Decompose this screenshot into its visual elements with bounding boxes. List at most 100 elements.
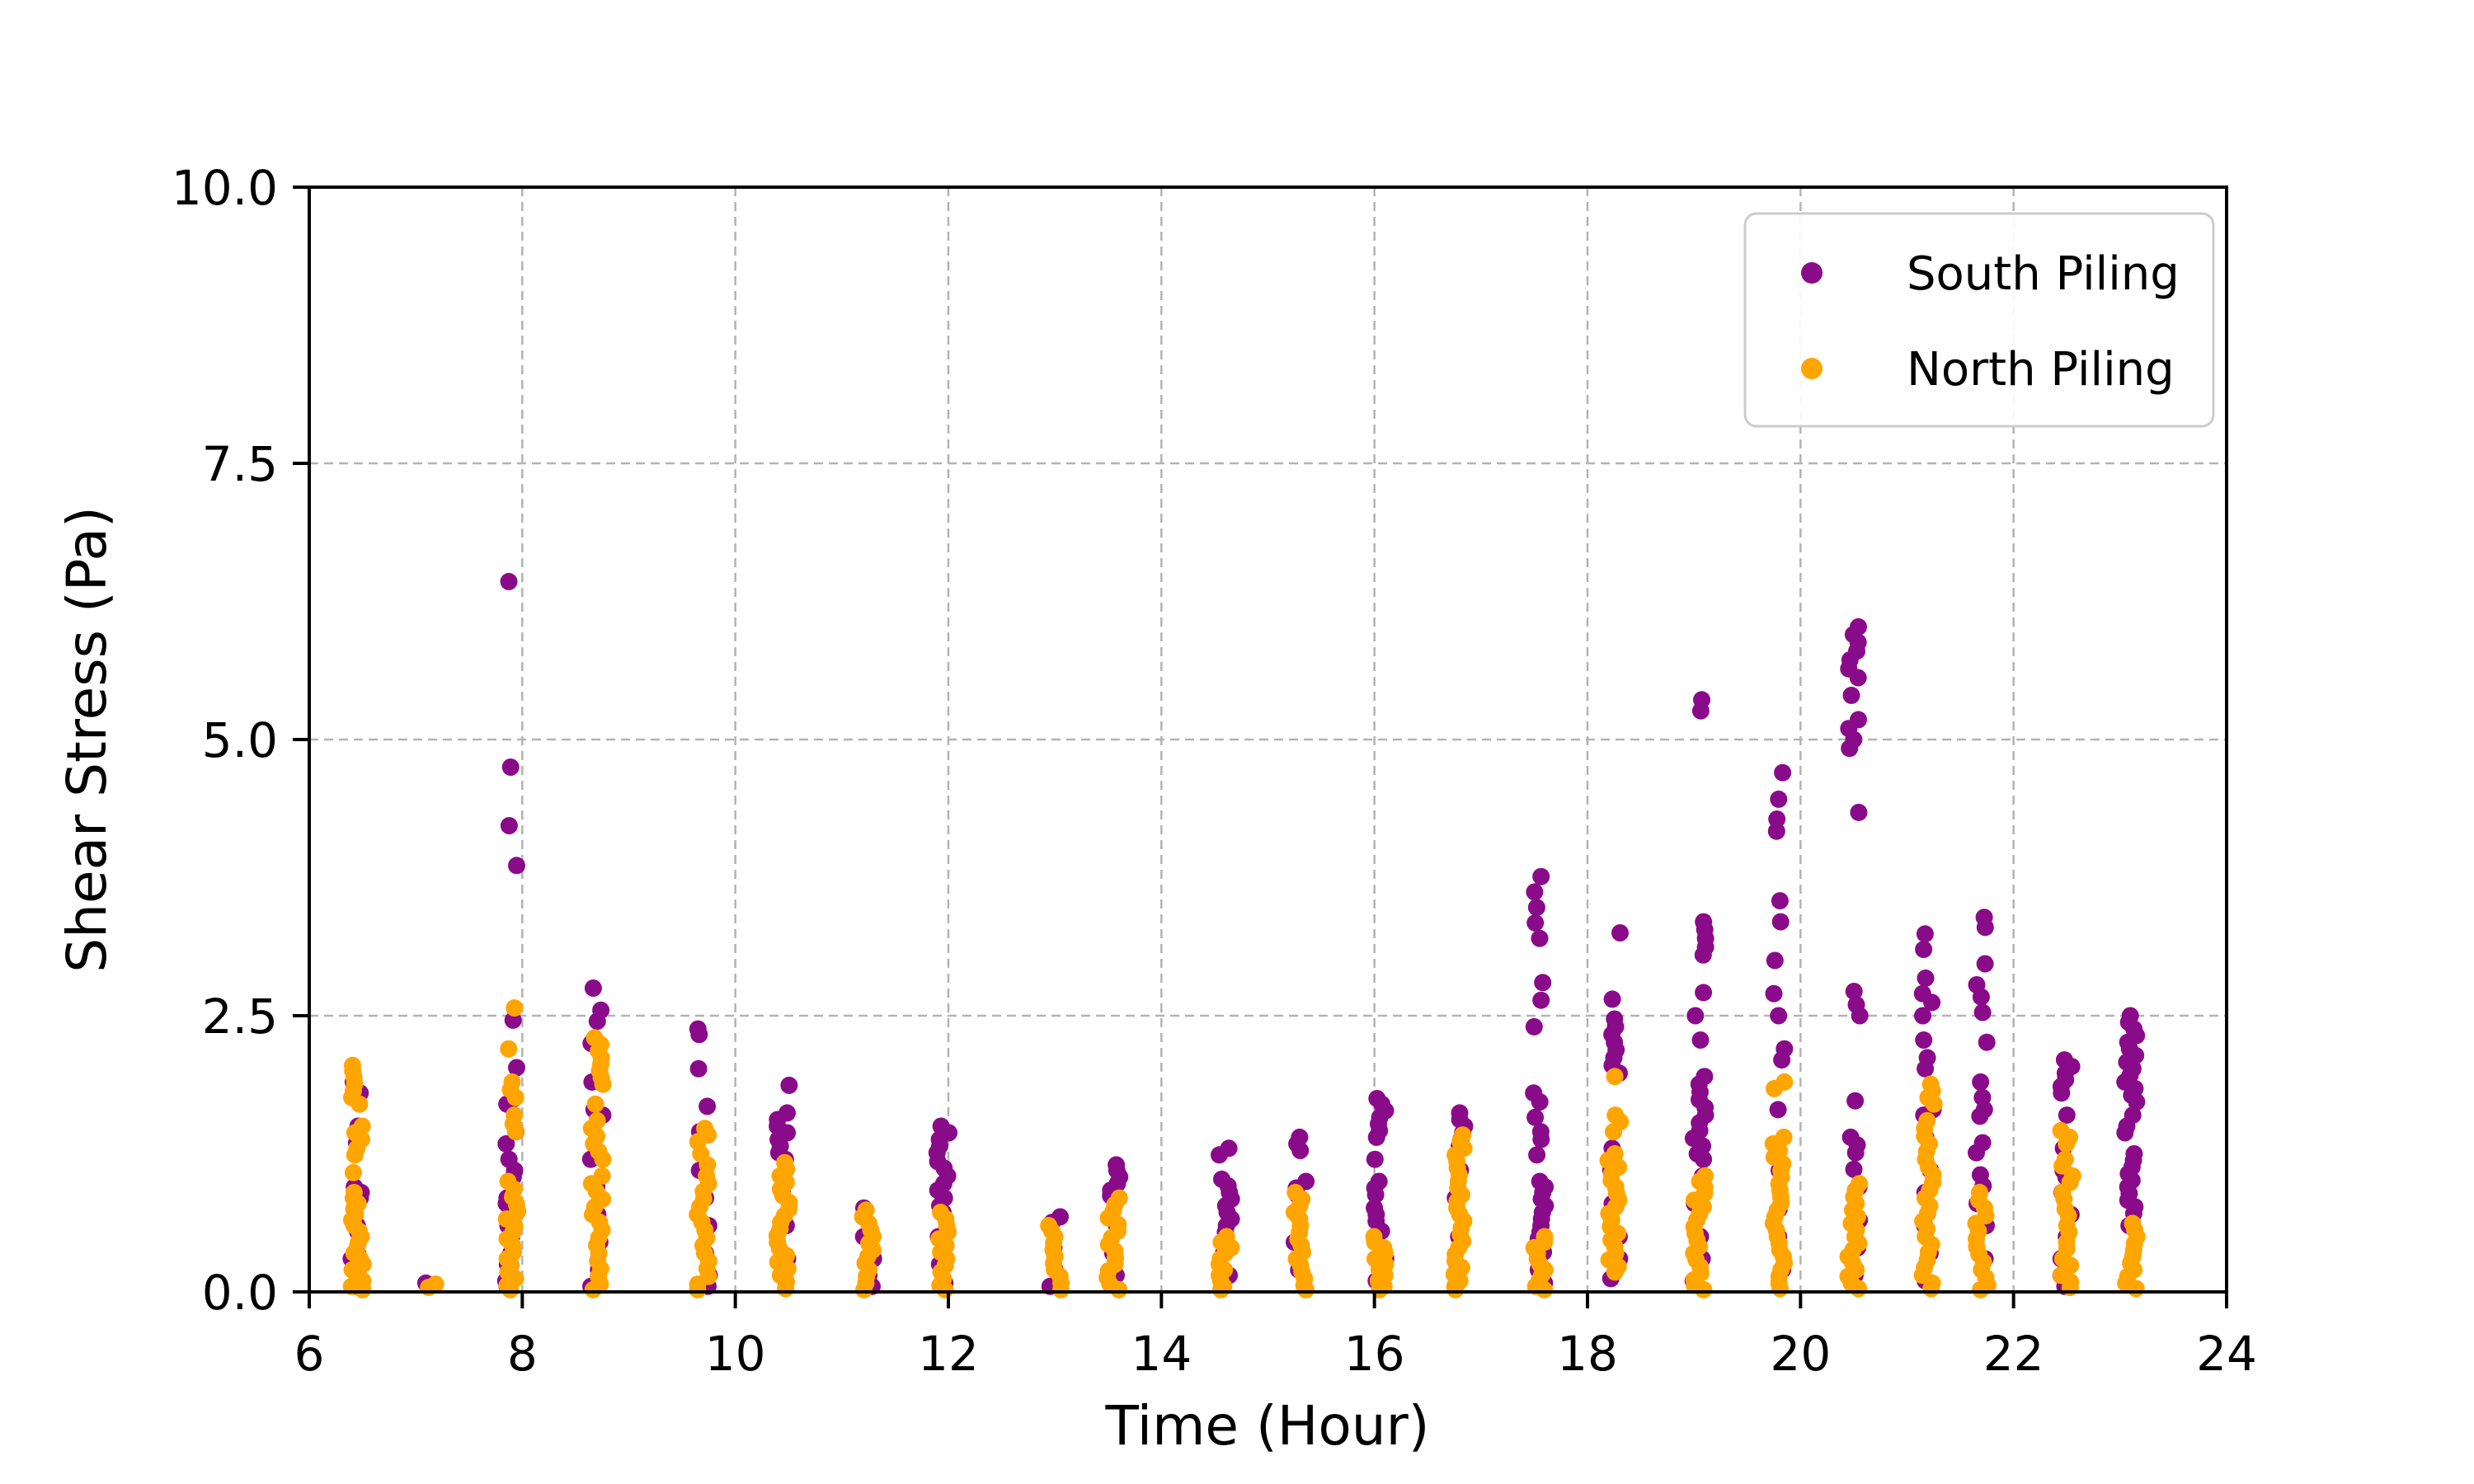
data-point-south xyxy=(1531,929,1549,947)
data-point-south xyxy=(1968,1144,1985,1162)
data-point-south xyxy=(1691,1031,1710,1049)
data-point-north xyxy=(855,1280,873,1298)
data-point-south xyxy=(1978,1033,1996,1051)
data-point-south xyxy=(1695,1150,1713,1168)
data-point-north xyxy=(584,1280,602,1298)
data-point-north xyxy=(1606,1263,1624,1281)
legend: South Piling North Piling xyxy=(1743,212,2215,428)
data-point-south xyxy=(2116,1124,2134,1142)
data-point-south xyxy=(1765,984,1783,1003)
data-point-south xyxy=(1846,1144,1865,1162)
data-point-south xyxy=(1769,1101,1787,1119)
data-point-south xyxy=(500,817,518,834)
data-point-south xyxy=(1976,955,1994,973)
data-point-south xyxy=(1770,1007,1788,1025)
data-point-south xyxy=(1366,1186,1385,1204)
data-point-south xyxy=(500,572,518,590)
data-point-south xyxy=(1532,1130,1550,1148)
data-point-south xyxy=(2128,1093,2146,1111)
x-tick-label: 10 xyxy=(705,1326,766,1382)
data-point-south xyxy=(1773,1051,1791,1069)
data-point-south xyxy=(1526,913,1545,932)
data-point-south xyxy=(1528,1146,1546,1164)
data-point-south xyxy=(1973,1003,1992,1021)
data-point-south xyxy=(1531,1093,1549,1111)
data-point-north xyxy=(1052,1280,1070,1298)
x-tick-label: 12 xyxy=(918,1326,979,1382)
data-point-north xyxy=(346,1146,364,1164)
data-point-north xyxy=(1972,1280,1990,1298)
data-point-south xyxy=(1972,1073,1990,1091)
data-point-north xyxy=(586,1095,604,1113)
data-point-south xyxy=(1971,1107,1989,1125)
data-point-south xyxy=(1527,899,1545,917)
data-point-north xyxy=(1110,1280,1128,1298)
x-tick-label: 22 xyxy=(1983,1326,2044,1382)
legend-label-north: North Piling xyxy=(1907,343,2175,397)
legend-box xyxy=(1743,212,2215,428)
data-point-north xyxy=(1606,1068,1624,1086)
x-tick-label: 16 xyxy=(1344,1326,1405,1382)
data-point-north xyxy=(506,1088,524,1106)
data-point-south xyxy=(1767,822,1785,840)
data-point-north xyxy=(1446,1280,1465,1298)
data-point-south xyxy=(1532,991,1550,1009)
data-point-south xyxy=(501,758,520,776)
x-axis-label: Time (Hour) xyxy=(1105,1394,1430,1458)
data-point-north xyxy=(1605,1123,1622,1141)
data-point-north xyxy=(1850,1280,1868,1298)
data-point-south xyxy=(1695,984,1713,1002)
data-point-north xyxy=(936,1280,954,1298)
data-point-south xyxy=(1768,810,1786,828)
data-point-south xyxy=(1603,990,1621,1008)
data-point-south xyxy=(1532,867,1550,885)
data-point-south xyxy=(1534,974,1552,992)
data-point-south xyxy=(2058,1106,2076,1125)
data-point-south xyxy=(1917,1059,1935,1078)
data-point-south xyxy=(508,857,525,875)
data-point-north xyxy=(1536,1280,1554,1298)
x-tick-label: 6 xyxy=(294,1326,325,1382)
data-point-south xyxy=(1291,1142,1310,1159)
data-point-south xyxy=(1842,686,1860,704)
data-point-south xyxy=(1850,803,1868,821)
data-point-north xyxy=(594,1150,612,1168)
grid-lines xyxy=(309,187,2227,1292)
x-tick-label: 8 xyxy=(507,1326,538,1382)
y-tick-label: 5.0 xyxy=(202,712,278,768)
x-tick-label: 24 xyxy=(2196,1326,2257,1382)
data-point-north xyxy=(1766,1079,1783,1097)
data-point-north xyxy=(1771,1280,1789,1298)
data-point-south xyxy=(1766,951,1784,970)
data-point-south xyxy=(1691,702,1710,720)
data-point-south xyxy=(689,1059,708,1078)
data-point-south xyxy=(1849,669,1867,687)
y-tick-label: 7.5 xyxy=(202,436,278,492)
data-point-south xyxy=(1770,790,1788,808)
x-tick-label: 20 xyxy=(1770,1326,1831,1382)
data-point-south xyxy=(1771,913,1790,931)
data-point-south xyxy=(1846,1092,1865,1110)
data-point-north xyxy=(1922,1280,1940,1298)
y-axis-label: Shear Stress (Pa) xyxy=(55,506,119,972)
data-point-south xyxy=(1923,993,1941,1012)
data-point-north xyxy=(2058,1134,2076,1153)
data-point-south xyxy=(1841,740,1859,758)
data-point-north xyxy=(777,1280,795,1298)
data-point-south xyxy=(1366,1150,1384,1168)
data-point-north xyxy=(1925,1095,1943,1113)
legend-marker-north xyxy=(1801,358,1823,379)
data-point-south xyxy=(1915,1031,1933,1049)
y-tick-label: 0.0 xyxy=(202,1265,278,1321)
x-tick-label: 18 xyxy=(1557,1326,1618,1382)
data-point-north xyxy=(2127,1280,2145,1298)
data-point-south xyxy=(1914,1007,1931,1025)
data-point-north xyxy=(350,1095,369,1113)
data-point-south xyxy=(1526,1108,1545,1126)
y-tick-label: 10.0 xyxy=(172,160,278,216)
data-point-south xyxy=(1976,918,1994,937)
data-point-south xyxy=(584,979,602,997)
data-point-north xyxy=(1211,1280,1230,1298)
data-point-south xyxy=(1694,946,1712,964)
